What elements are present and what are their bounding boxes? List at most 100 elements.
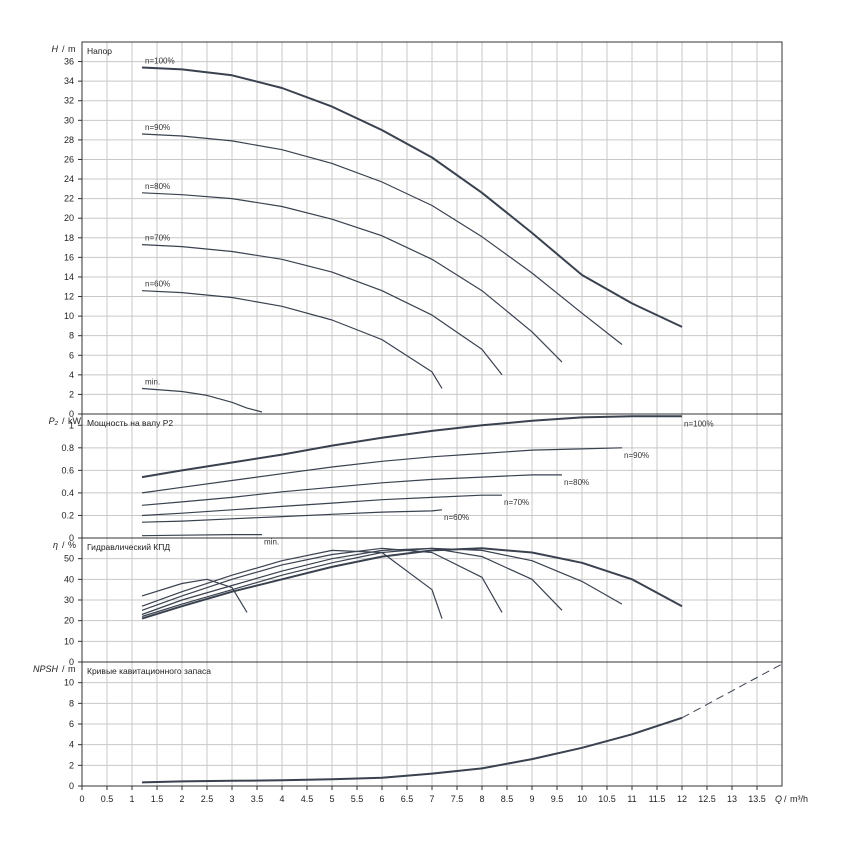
curve-label-head: n=60% <box>145 280 170 289</box>
y-axis-unit: m <box>68 44 76 54</box>
y-tick-label: 12 <box>64 292 74 302</box>
y-tick-label: 14 <box>64 272 74 282</box>
y-tick-label: 0.2 <box>61 510 74 520</box>
x-tick-label: 5 <box>329 794 334 804</box>
y-axis-slash: / <box>62 540 65 550</box>
series-line-power-n90 <box>141 447 623 494</box>
y-tick-label: 50 <box>64 554 74 564</box>
y-tick-label: 10 <box>64 311 74 321</box>
y-axis-label: H <box>52 44 59 54</box>
x-tick-label: 2 <box>179 794 184 804</box>
y-tick-label: 0.4 <box>61 488 74 498</box>
y-tick-label: 32 <box>64 96 74 106</box>
y-tick-label: 0 <box>69 657 74 667</box>
y-tick-label: 28 <box>64 135 74 145</box>
x-tick-label: 4 <box>279 794 284 804</box>
x-tick-label: 3.5 <box>251 794 264 804</box>
x-tick-label: 8 <box>479 794 484 804</box>
y-tick-label: 0 <box>69 409 74 419</box>
curve-label-power: n=70% <box>504 498 529 507</box>
panel-title: Напор <box>87 46 112 56</box>
series-line-npsh-0 <box>141 716 683 784</box>
curve-label-power: n=90% <box>624 451 649 460</box>
y-tick-label: 0 <box>69 533 74 543</box>
curve-label-head: n=70% <box>145 234 170 243</box>
y-tick-label: 20 <box>64 213 74 223</box>
series-line-power-n80 <box>141 474 562 506</box>
series-line-efficiency-n70 <box>141 547 503 613</box>
series-line-head-n60 <box>141 290 443 389</box>
x-tick-label: 11.5 <box>649 794 666 804</box>
y-axis-unit: % <box>68 540 76 550</box>
series-line-efficiency-n100 <box>141 547 683 620</box>
y-tick-label: 6 <box>69 719 74 729</box>
curve-label-power: n=80% <box>564 478 589 487</box>
y-tick-label: 34 <box>64 76 74 86</box>
y-tick-label: 8 <box>69 698 74 708</box>
x-tick-label: 8.5 <box>501 794 514 804</box>
panel-title: Гидравлический КПД <box>87 542 170 552</box>
x-tick-label: 1 <box>129 794 134 804</box>
x-tick-label: 13 <box>727 794 737 804</box>
y-tick-label: 36 <box>64 57 74 67</box>
y-tick-label: 22 <box>64 194 74 204</box>
x-tick-label: 1.5 <box>151 794 164 804</box>
y-axis-unit: kW <box>68 416 82 426</box>
x-tick-label: 6.5 <box>401 794 414 804</box>
x-tick-label: 7 <box>429 794 434 804</box>
series-line-head-n70 <box>141 244 503 376</box>
y-axis-label: P₂ <box>49 416 59 426</box>
x-tick-label: 3 <box>229 794 234 804</box>
x-tick-label: 2.5 <box>201 794 214 804</box>
x-tick-label: 0 <box>79 794 84 804</box>
series-line-power-n70 <box>141 494 502 517</box>
y-tick-label: 0.8 <box>61 443 74 453</box>
y-tick-label: 4 <box>69 740 74 750</box>
y-tick-label: 4 <box>69 370 74 380</box>
series-line-head-n100 <box>141 66 683 328</box>
x-tick-label: 12 <box>677 794 687 804</box>
curve-label-head: n=80% <box>145 182 170 191</box>
curve-label-power: min. <box>264 538 279 547</box>
x-axis-label: Q <box>775 794 782 804</box>
y-tick-label: 10 <box>64 678 74 688</box>
curve-label-head: min. <box>145 378 160 387</box>
x-axis-unit: m³/h <box>790 794 808 804</box>
x-tick-label: 5.5 <box>351 794 364 804</box>
y-tick-label: 24 <box>64 174 74 184</box>
y-tick-label: 8 <box>69 331 74 341</box>
curve-label-head: n=100% <box>145 56 175 65</box>
y-axis-slash: / <box>62 416 65 426</box>
x-tick-label: 9.5 <box>551 794 564 804</box>
panel-title: Кривые кавитационного запаса <box>87 666 211 676</box>
series-extrapolation <box>681 663 783 719</box>
x-tick-label: 0.5 <box>101 794 114 804</box>
y-tick-label: 6 <box>69 350 74 360</box>
x-tick-label: 9 <box>529 794 534 804</box>
series-line-efficiency-n60 <box>141 549 443 619</box>
y-axis-slash: / <box>62 664 65 674</box>
series-line-efficiency-n80 <box>141 547 563 616</box>
y-tick-label: 10 <box>64 636 74 646</box>
y-tick-label: 2 <box>69 389 74 399</box>
curve-label-head: n=90% <box>145 123 170 132</box>
series-line-head-min <box>141 387 263 413</box>
panel-title: Мощность на валу P2 <box>87 418 173 428</box>
x-tick-label: 11 <box>627 794 636 804</box>
x-tick-label: 12.5 <box>698 794 716 804</box>
x-tick-label: 10.5 <box>598 794 616 804</box>
y-axis-label: NPSH <box>33 664 59 674</box>
y-tick-label: 0 <box>69 781 74 791</box>
x-axis-slash: / <box>784 794 787 804</box>
y-tick-label: 30 <box>64 115 74 125</box>
y-axis-unit: m <box>68 664 76 674</box>
y-tick-label: 20 <box>64 616 74 626</box>
x-tick-label: 10 <box>577 794 587 804</box>
curve-label-power: n=100% <box>684 419 714 428</box>
x-tick-label: 6 <box>379 794 384 804</box>
y-tick-label: 18 <box>64 233 74 243</box>
y-axis-slash: / <box>62 44 65 54</box>
series-line-power-n100 <box>141 415 682 479</box>
